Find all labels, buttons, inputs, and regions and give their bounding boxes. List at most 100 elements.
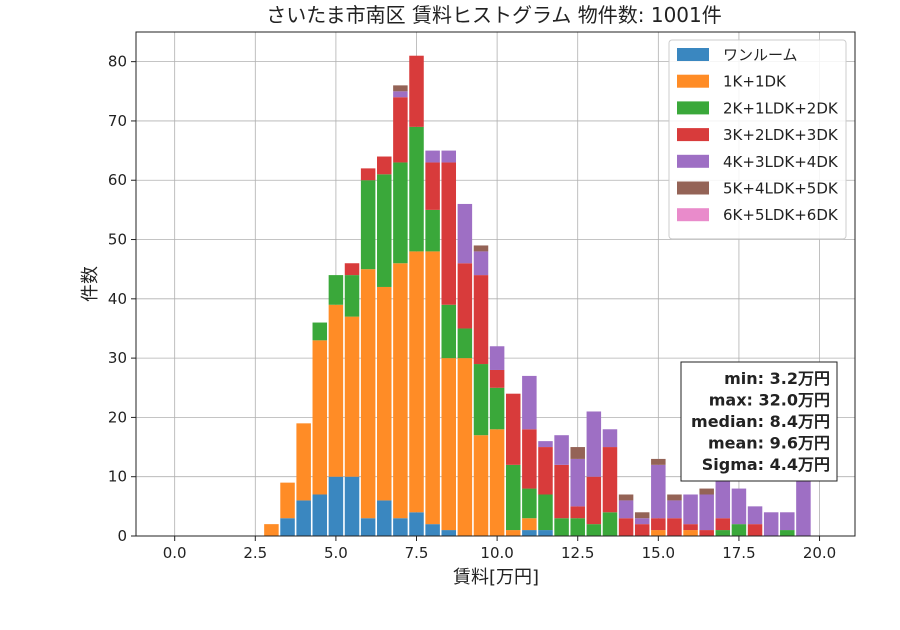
bar-series-4: [473, 251, 489, 276]
bar-series-1: [296, 423, 311, 501]
bar-series-4: [522, 375, 537, 430]
bar-series-2: [409, 126, 424, 252]
x-tick-label: 12.5: [561, 544, 594, 562]
bar-series-1: [360, 269, 376, 519]
bar-series-2: [328, 275, 344, 305]
bar-series-2: [344, 275, 360, 317]
bar-series-2: [554, 518, 569, 536]
bar-series-2: [425, 209, 440, 252]
bar-series-5: [667, 494, 682, 501]
bar-series-3: [522, 429, 537, 489]
bar-series-1: [457, 358, 473, 536]
bar-series-4: [602, 429, 618, 448]
stats-box-frame: [680, 361, 838, 482]
bar-series-5: [651, 458, 666, 465]
bar-series-3: [425, 162, 440, 210]
bar-series-3: [538, 447, 553, 495]
stats-line: Sigma: 4.4万円: [702, 455, 830, 474]
axis-ticks: 0.0 2.5 5.0 7.5 10.0 12.5 15.0 17.5 20.0 0 10 20 30 4…: [108, 53, 836, 562]
bar-series-4: [586, 411, 602, 477]
bar-series-1: [425, 251, 440, 525]
bar-series-1: [683, 530, 698, 536]
bar-series-0: [328, 476, 344, 536]
bar-series-1: [409, 251, 424, 513]
bar-series-0: [522, 530, 537, 536]
bar-series-2: [505, 464, 521, 531]
y-tick-label: 30: [108, 349, 127, 367]
bar-series-3: [618, 518, 634, 536]
bar-series-0: [360, 518, 376, 536]
bar-series-3: [377, 156, 392, 175]
legend-box: [668, 39, 847, 240]
bar-series-3: [683, 524, 698, 531]
x-tick-label: 5.0: [324, 544, 348, 562]
bar-series-3: [570, 506, 585, 519]
x-tick-label: 7.5: [405, 544, 429, 562]
bar-series-4: [489, 346, 505, 370]
bar-series-2: [715, 530, 731, 536]
bar-series-4: [667, 500, 682, 519]
bar-series-3: [667, 518, 682, 536]
legend-swatch: [677, 154, 709, 168]
bar-series-3: [586, 476, 602, 525]
bar-series-3: [651, 518, 666, 531]
y-axis-label: 件数: [80, 266, 101, 302]
bar-series-1: [312, 340, 328, 495]
stats-line: median: 8.4万円: [691, 412, 830, 431]
y-tick-label: 0: [117, 527, 127, 545]
bar-series-5: [570, 447, 585, 459]
legend-label: 6K+5LDK+6DK: [723, 206, 839, 224]
bar-series-4: [763, 512, 779, 536]
legend-label: ワンルーム: [723, 46, 798, 64]
bar-series-3: [473, 275, 489, 365]
bar-series-1: [473, 435, 489, 536]
bar-series-3: [409, 55, 424, 127]
legend: ワンルーム 1K+1DK 2K+1LDK+2DK 3K+2LDK+3DK 4K+3LDK…: [668, 39, 847, 240]
bar-series-0: [538, 530, 553, 536]
bar-series-3: [360, 168, 376, 181]
bar-series-3: [699, 530, 714, 536]
legend-label: 2K+1LDK+2DK: [723, 99, 839, 117]
bar-series-0: [393, 518, 408, 536]
x-tick-label: 17.5: [722, 544, 755, 562]
bar-series-4: [425, 150, 440, 163]
bar-series-4: [651, 464, 666, 519]
bar-series-4: [683, 494, 698, 525]
x-axis-label: 賃料[万円]: [453, 567, 539, 588]
bar-series-4: [457, 203, 473, 264]
y-tick-label: 20: [108, 408, 127, 426]
bar-series-4: [780, 512, 795, 531]
bar-series-3: [747, 524, 763, 536]
bar-series-3: [441, 162, 457, 305]
legend-label: 4K+3LDK+4DK: [723, 153, 839, 171]
bar-series-3: [344, 263, 360, 276]
bar-series-4: [699, 494, 714, 531]
y-tick-label: 70: [108, 112, 127, 130]
bar-series-5: [393, 85, 408, 92]
bar-series-1: [280, 482, 295, 519]
bar-series-5: [634, 512, 650, 519]
bar-series-2: [457, 328, 473, 359]
y-tick-label: 40: [108, 290, 127, 308]
legend-label: 5K+4LDK+5DK: [723, 180, 839, 198]
bar-series-2: [312, 322, 328, 341]
bar-series-4: [731, 488, 747, 525]
y-tick-label: 10: [108, 468, 127, 486]
bar-series-2: [602, 512, 618, 536]
bar-series-0: [280, 518, 295, 536]
bar-series-3: [505, 393, 521, 465]
chart-title: さいたま市南区 賃料ヒストグラム 物件数: 1001件: [266, 3, 722, 27]
bar-series-2: [360, 180, 376, 270]
bar-series-4: [393, 91, 408, 98]
bar-series-3: [634, 524, 650, 536]
y-tick-label: 80: [108, 53, 127, 71]
bar-series-2: [522, 488, 537, 519]
stats-box: min: 3.2万円 max: 32.0万円 median: 8.4万円 mean: …: [680, 361, 838, 482]
bars: [264, 55, 811, 536]
bar-series-1: [344, 316, 360, 477]
bar-series-4: [554, 435, 569, 465]
bar-series-1: [393, 263, 408, 519]
bar-series-2: [570, 518, 585, 536]
bar-series-3: [393, 97, 408, 163]
